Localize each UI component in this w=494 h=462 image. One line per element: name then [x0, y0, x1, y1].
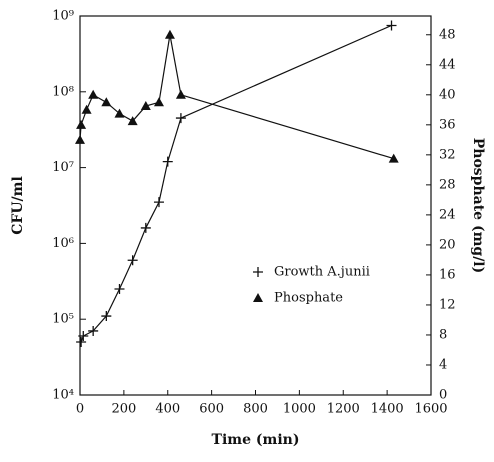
marker-plus [140, 222, 151, 233]
y2-tick-label: 28 [439, 177, 456, 192]
marker-triangle [76, 119, 87, 129]
y2-tick-label: 4 [439, 357, 447, 372]
marker-triangle [114, 108, 125, 118]
x-tick-label: 600 [199, 402, 224, 417]
y2-tick-label: 20 [439, 237, 456, 252]
series-line [79, 34, 394, 160]
marker-plus [76, 337, 87, 348]
legend-marker [253, 267, 263, 277]
marker-plus [153, 197, 164, 208]
marker-triangle [81, 104, 92, 114]
y2-tick-label: 0 [439, 388, 447, 403]
y-tick-label: 10⁵ [52, 312, 74, 327]
x-tick-label: 0 [76, 402, 84, 417]
marker-triangle [101, 97, 112, 107]
y-tick-label: 10⁷ [52, 160, 74, 175]
y2-tick-label: 16 [439, 267, 456, 282]
marker-triangle [388, 153, 399, 163]
marker-triangle [75, 134, 85, 144]
y-tick-label: 10⁸ [52, 84, 74, 99]
legend-marker [253, 293, 263, 302]
marker-plus [114, 284, 125, 295]
marker-triangle [164, 29, 175, 39]
x-tick-label: 200 [111, 402, 136, 417]
y-tick-label: 10⁶ [52, 236, 74, 251]
x-axis-title: Time (min) [212, 432, 300, 448]
x-tick-label: 1200 [327, 402, 360, 417]
x-tick-label: 1000 [283, 402, 316, 417]
marker-triangle [127, 116, 138, 126]
marker-plus [386, 20, 397, 31]
y2-tick-label: 12 [439, 297, 456, 312]
y-tick-label: 10⁹ [52, 9, 74, 24]
legend-label: Growth A.junii [274, 265, 370, 280]
x-tick-label: 400 [155, 402, 180, 417]
x-tick-label: 1400 [371, 402, 404, 417]
y2-tick-label: 24 [439, 207, 456, 222]
y-tick-label: 10⁴ [52, 388, 74, 403]
marker-triangle [175, 89, 186, 99]
y2-tick-label: 40 [439, 87, 456, 102]
y2-tick-label: 36 [439, 117, 456, 132]
y2-tick-label: 32 [439, 147, 456, 162]
marker-plus [127, 255, 138, 266]
marker-triangle [140, 101, 151, 111]
y2-tick-label: 8 [439, 327, 447, 342]
marker-triangle [88, 89, 99, 99]
legend-label: Phosphate [274, 291, 343, 306]
y2-axis-title: Phosphate (mg/l) [470, 138, 486, 274]
marker-plus [162, 156, 173, 167]
y-axis-title: CFU/ml [10, 176, 26, 235]
plot-frame [79, 15, 432, 396]
y2-tick-label: 44 [439, 57, 456, 72]
marker-plus [101, 311, 112, 322]
x-tick-label: 800 [243, 402, 268, 417]
series-line [80, 24, 392, 343]
marker-plus [78, 331, 89, 342]
marker-plus [88, 325, 99, 336]
marker-plus [175, 113, 186, 124]
y2-tick-label: 48 [439, 27, 456, 42]
x-tick-label: 1600 [414, 402, 447, 417]
marker-triangle [153, 97, 164, 107]
